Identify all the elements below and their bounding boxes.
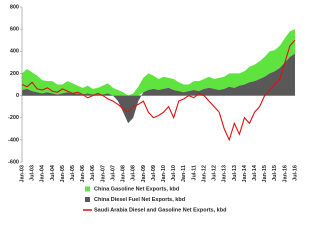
gasoline-area (22, 29, 295, 96)
legend-label: China Diesel Fuel Net Exports, kbd (94, 197, 185, 203)
diesel-area (22, 53, 295, 124)
y-tick-label: 200 (10, 71, 19, 77)
x-tick-label: Jul-03 (30, 165, 36, 181)
x-tick-label: Jul-16 (292, 165, 298, 181)
x-tick-label: Jul-05 (70, 165, 76, 181)
x-tick-label: Jan-08 (121, 165, 127, 182)
x-tick-label: Jul-07 (110, 165, 116, 181)
x-tick-label: Jul-04 (50, 164, 56, 181)
x-tick-label: Jul-11 (191, 165, 197, 181)
x-tick-label: Jan-10 (161, 165, 167, 182)
x-tick-label: Jul-09 (151, 165, 157, 181)
legend-label: Saudi Arabia Diesel and Gasoline Net Exp… (94, 207, 226, 213)
y-tick-label: 400 (10, 49, 19, 55)
x-tick-label: Jul-06 (90, 165, 96, 181)
x-tick-label: Jan-09 (141, 165, 147, 182)
legend-swatch (85, 186, 90, 192)
saudi-line (21, 39, 296, 142)
x-tick-label: Jan-14 (242, 164, 248, 182)
legend-swatch (85, 197, 90, 202)
x-tick-label: Jan-03 (19, 165, 25, 182)
legend-label: China Gasoline Net Exports, kbd (94, 186, 179, 192)
x-tick-label: Jan-04 (40, 164, 46, 182)
y-tick-label: 0 (16, 93, 19, 99)
x-tick-label: Jul-15 (272, 165, 278, 181)
y-tick-label: -400 (8, 137, 19, 143)
x-tick-label: Jul-14 (252, 164, 258, 181)
x-tick-label: Jan-13 (222, 165, 228, 182)
x-tick-label: Jul-12 (212, 165, 218, 181)
x-tick-label: Jan-15 (262, 165, 268, 182)
y-tick-label: 600 (10, 27, 19, 33)
x-tick-label: Jan-12 (201, 165, 207, 182)
y-tick-label: -200 (8, 115, 19, 121)
x-tick-label: Jul-10 (171, 165, 177, 181)
x-tick-label: Jan-16 (282, 165, 288, 182)
y-tick-label: 800 (10, 4, 19, 10)
x-tick-label: Jul-13 (232, 165, 238, 181)
y-tick-label: -600 (8, 159, 19, 165)
chart: -600 -400 -200 0 200 400 600 800 Jan-03 Jul-03 Jan… (8, 4, 298, 213)
x-tick-label: Jul-08 (131, 165, 137, 181)
x-tick-label: Jan-06 (80, 165, 86, 182)
x-tick-label: Jan-11 (181, 165, 187, 182)
x-tick-label: Jan-05 (60, 165, 66, 182)
x-tick-label: Jan-07 (100, 165, 106, 182)
